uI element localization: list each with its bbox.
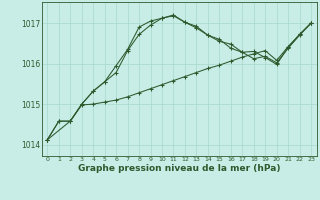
X-axis label: Graphe pression niveau de la mer (hPa): Graphe pression niveau de la mer (hPa) (78, 164, 280, 173)
